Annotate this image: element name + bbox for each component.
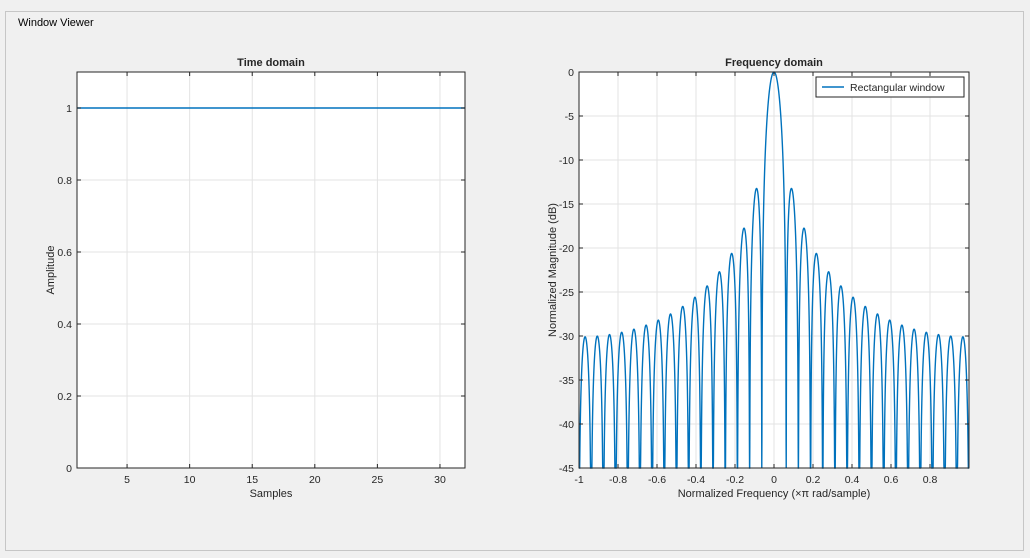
window-viewer-panel: Window Viewer bbox=[5, 11, 1024, 551]
chart1-axes: -1 -0.8 -0.6 -0.4 -0.2 0 0.2 0.4 0.6 0.8 0 -5 -10 -15… bbox=[547, 57, 970, 500]
chart1-xtick-label: 0.4 bbox=[845, 474, 860, 486]
chart0-ytick-label: 0.2 bbox=[57, 391, 72, 403]
chart1-title: Frequency domain bbox=[725, 57, 823, 69]
chart0-ytick-label: 0.4 bbox=[57, 319, 72, 331]
chart1-legend-box bbox=[815, 76, 965, 98]
chart1-ytick-label: 0 bbox=[568, 67, 574, 79]
chart1-ytick-label: -25 bbox=[559, 287, 574, 299]
chart1-legend-label: Rectangular window bbox=[850, 82, 945, 94]
chart1-xlabel: Normalized Frequency (×π rad/sample) bbox=[678, 488, 871, 500]
chart1-xtick-label: 0 bbox=[771, 474, 777, 486]
chart0-xtick-label: 10 bbox=[184, 474, 196, 486]
chart0-xtick-label: 5 bbox=[124, 474, 130, 486]
chart1-xtick-label: -1 bbox=[574, 474, 583, 486]
chart0-plot-background bbox=[77, 72, 465, 468]
chart1-ytick-label: -30 bbox=[559, 331, 574, 343]
chart1-legend: Rectangular window bbox=[815, 76, 965, 98]
chart0-xtick-label: 25 bbox=[372, 474, 384, 486]
chart1-ytick-label: -10 bbox=[559, 155, 574, 167]
chart0-xtick-label: 15 bbox=[246, 474, 258, 486]
chart1-ytick-label: -20 bbox=[559, 243, 574, 255]
chart0-xlabel: Samples bbox=[250, 488, 293, 500]
chart0-xtick-label: 20 bbox=[309, 474, 321, 486]
chart0-ylabel: Amplitude bbox=[45, 246, 57, 295]
chart0-ytick-label: 0.6 bbox=[57, 247, 72, 259]
chart1-xtick-label: 0.6 bbox=[884, 474, 899, 486]
chart1-xtick-label: 0.2 bbox=[806, 474, 821, 486]
chart1-xtick-label: -0.4 bbox=[687, 474, 705, 486]
panel-title: Window Viewer bbox=[16, 17, 96, 29]
chart0-axes-box bbox=[76, 71, 466, 469]
chart1-ytick-label: -35 bbox=[559, 375, 574, 387]
chart1-ytick-label: -40 bbox=[559, 419, 574, 431]
chart1-xtick-label: -0.2 bbox=[726, 474, 744, 486]
chart1-xtick-label: -0.8 bbox=[609, 474, 627, 486]
chart1-ytick-label: -45 bbox=[559, 463, 574, 475]
chart0-axes: 5 10 15 20 25 30 0 0.2 0.4 0.6 0.8 1 Time domain Samp… bbox=[45, 57, 466, 500]
chart0-xtick-label: 30 bbox=[434, 474, 446, 486]
chart1-ytick-label: -5 bbox=[565, 111, 574, 123]
chart1-xtick-label: 0.8 bbox=[923, 474, 938, 486]
chart1-xtick-label: -0.6 bbox=[648, 474, 666, 486]
chart0-ytick-label: 0.8 bbox=[57, 175, 72, 187]
chart0-ytick-label: 1 bbox=[66, 103, 72, 115]
chart1-ytick-label: -15 bbox=[559, 199, 574, 211]
chart1-ylabel: Normalized Magnitude (dB) bbox=[547, 203, 559, 337]
chart0-title: Time domain bbox=[237, 57, 305, 69]
chart0-ytick-label: 0 bbox=[66, 463, 72, 475]
